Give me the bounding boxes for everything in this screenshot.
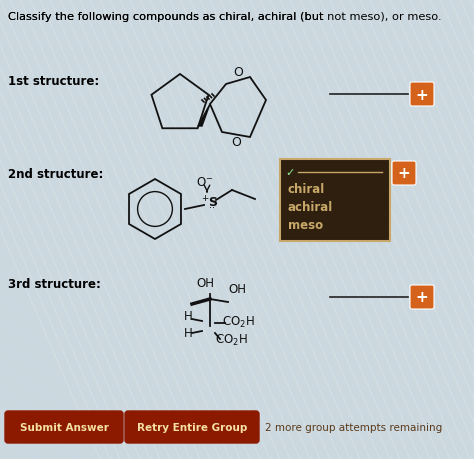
Text: +: +: [416, 87, 428, 102]
Text: achiral: achiral: [288, 201, 333, 214]
Text: Classify the following compounds as chiral, achiral (but not meso), or meso.: Classify the following compounds as chir…: [8, 12, 442, 22]
Text: Classify the following compounds as chiral, achiral (but not meso: Classify the following compounds as chir…: [8, 12, 428, 22]
Text: chiral: chiral: [288, 183, 325, 196]
Text: 2 more group attempts remaining: 2 more group attempts remaining: [265, 422, 442, 432]
FancyBboxPatch shape: [125, 411, 259, 443]
Text: CO$_2$H: CO$_2$H: [215, 332, 248, 347]
Text: 2nd structure:: 2nd structure:: [8, 168, 103, 180]
Text: O$^{-}$: O$^{-}$: [196, 176, 214, 189]
Text: OH: OH: [228, 283, 246, 296]
Text: OH: OH: [196, 277, 214, 290]
Polygon shape: [198, 105, 210, 127]
FancyBboxPatch shape: [392, 162, 416, 185]
Text: H: H: [183, 327, 192, 340]
FancyBboxPatch shape: [280, 160, 390, 241]
Text: O: O: [231, 136, 241, 149]
Text: meso: meso: [288, 219, 323, 232]
Text: 1st structure:: 1st structure:: [8, 75, 99, 88]
Text: O: O: [233, 67, 243, 79]
Text: CO$_2$H: CO$_2$H: [222, 314, 255, 329]
FancyBboxPatch shape: [5, 411, 123, 443]
Text: $^{+}$S: $^{+}$S: [201, 195, 219, 210]
Text: H: H: [183, 310, 192, 323]
FancyBboxPatch shape: [410, 285, 434, 309]
Text: ··: ··: [210, 202, 219, 213]
Text: ✓: ✓: [285, 168, 294, 178]
Text: Retry Entire Group: Retry Entire Group: [137, 422, 247, 432]
Text: Submit Answer: Submit Answer: [19, 422, 109, 432]
Text: Classify the following compounds as chiral, achiral (but: Classify the following compounds as chir…: [8, 12, 327, 22]
Text: 3rd structure:: 3rd structure:: [8, 277, 101, 291]
Text: +: +: [416, 290, 428, 305]
Text: +: +: [398, 166, 410, 181]
FancyBboxPatch shape: [410, 83, 434, 107]
Text: Classify the following compounds as chiral, achiral (but not meso), or meso.: Classify the following compounds as chir…: [8, 12, 442, 22]
